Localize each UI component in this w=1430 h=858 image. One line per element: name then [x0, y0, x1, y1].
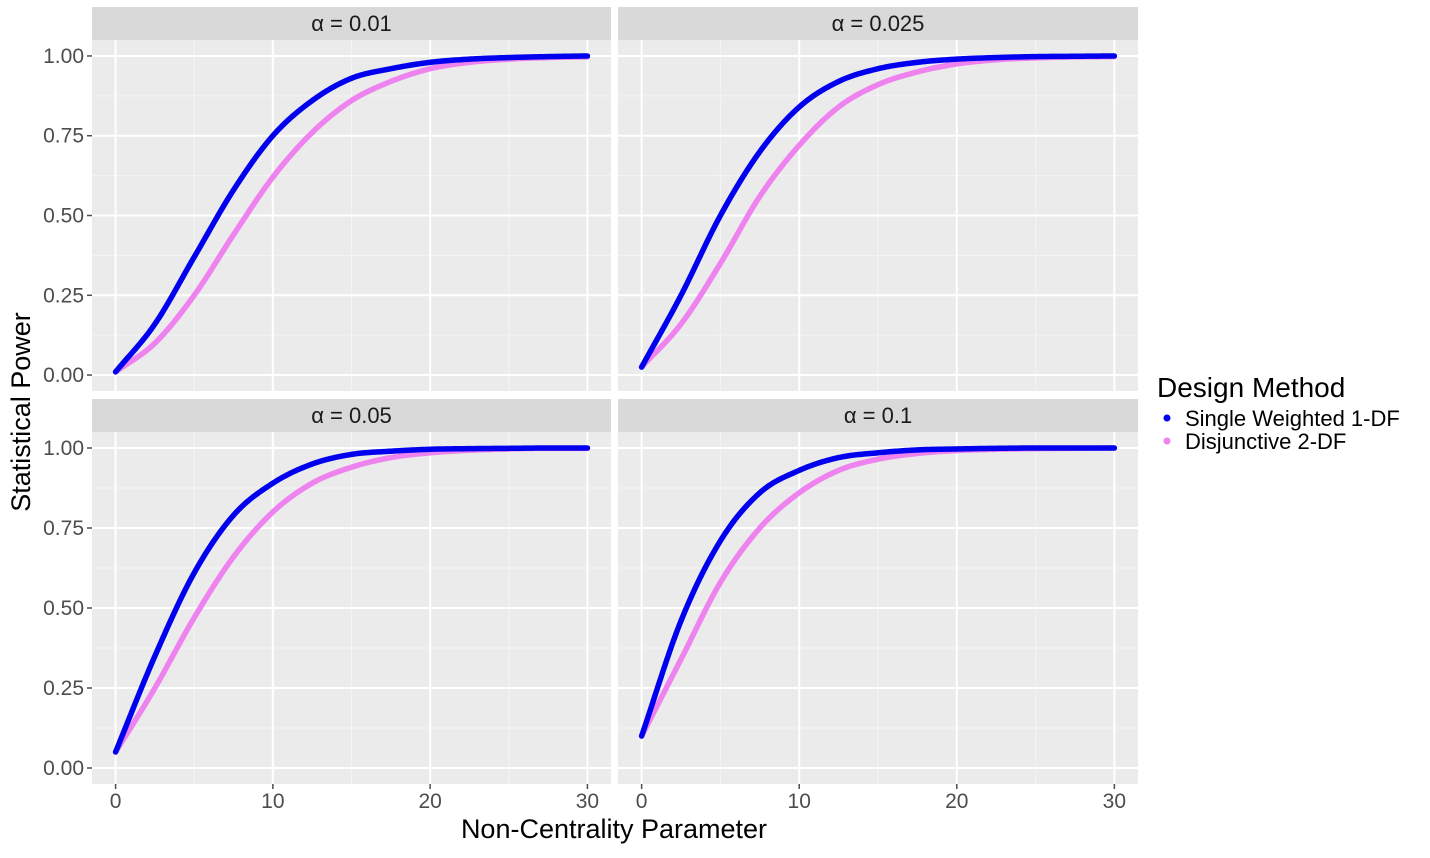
y-tick-label: 0.75: [43, 517, 84, 540]
series-line-single-weighted: [638, 53, 1118, 370]
y-tick-label: 0.00: [43, 364, 84, 387]
series-line-single-weighted: [638, 445, 1118, 739]
y-tick-label: 0.50: [43, 205, 84, 228]
x-tick-label: 30: [576, 790, 599, 813]
x-tick-label: 20: [418, 790, 441, 813]
legend-key-single-weighted: [1163, 414, 1171, 422]
legend-title: Design Method: [1157, 372, 1345, 403]
y-tick-label: 0.00: [43, 757, 84, 780]
facet-panel-alpha-0025: α = 0.025: [618, 7, 1138, 391]
axes-layer: 0.00 0.25 0.50 0.75 1.00 0.00 0.25 0.50 0.75 1.00…: [43, 45, 1126, 813]
x-tick-label: 30: [1103, 790, 1126, 813]
x-tick-label: 10: [261, 790, 284, 813]
series-line-single-weighted: [112, 445, 591, 755]
x-tick-label: 0: [110, 790, 122, 813]
facet-strip-label: α = 0.1: [844, 403, 912, 428]
facet-strip-label: α = 0.05: [311, 403, 392, 428]
facet-strip: [618, 399, 1138, 432]
x-tick-label: 10: [788, 790, 811, 813]
facet-strip: [92, 399, 611, 432]
x-tick-label: 0: [636, 790, 648, 813]
facet-strip-label: α = 0.025: [832, 11, 925, 36]
series-line-single-weighted: [112, 53, 591, 375]
y-axis-title: Statistical Power: [6, 312, 36, 512]
x-tick-label: 20: [945, 790, 968, 813]
facet-strip-label: α = 0.01: [311, 11, 392, 36]
y-tick-label: 1.00: [43, 45, 84, 68]
y-tick-label: 0.75: [43, 125, 84, 148]
legend-key-disjunctive: [1163, 437, 1171, 445]
x-axis-title: Non-Centrality Parameter: [461, 814, 767, 844]
y-tick-label: 0.25: [43, 677, 84, 700]
facet-panel-alpha-005: α = 0.05: [92, 399, 611, 784]
legend: Design Method Single Weighted 1-DF Disju…: [1157, 372, 1400, 454]
y-tick-label: 0.50: [43, 597, 84, 620]
y-tick-label: 0.25: [43, 284, 84, 307]
facet-panel-alpha-01: α = 0.1: [618, 399, 1138, 784]
facet-panel-alpha-001: α = 0.01: [92, 7, 611, 391]
facet-strip: [618, 7, 1138, 40]
legend-label-single-weighted: Single Weighted 1-DF: [1185, 406, 1400, 431]
legend-label-disjunctive: Disjunctive 2-DF: [1185, 429, 1346, 454]
facet-strip: [92, 7, 611, 40]
y-tick-label: 1.00: [43, 437, 84, 460]
